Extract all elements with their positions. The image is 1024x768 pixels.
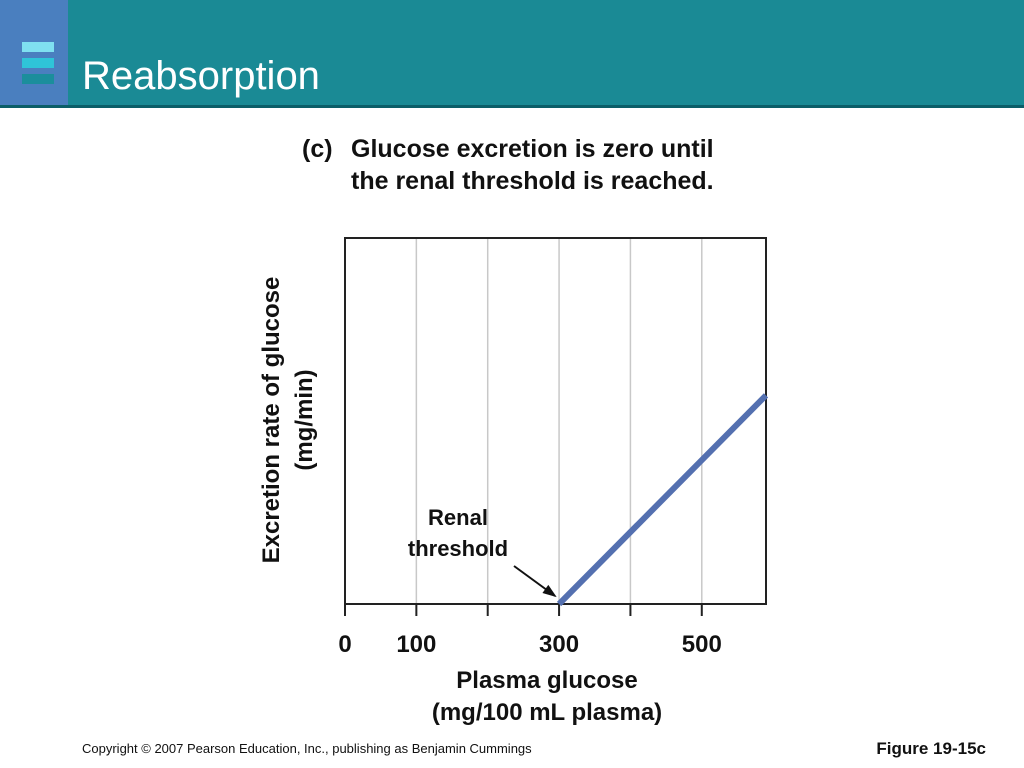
figure-label: Figure 19-15c [876, 739, 986, 758]
x-axis: 0 100 300 500 [338, 603, 766, 658]
x-tick-label: 300 [539, 631, 579, 658]
series-line [556, 393, 769, 607]
x-tick-label: 0 [338, 631, 351, 658]
copyright-notice: Copyright © 2007 Pearson Education, Inc.… [82, 741, 532, 756]
x-tick-label: 500 [682, 631, 722, 658]
annotation-text-line-2: threshold [408, 536, 508, 561]
renal-threshold-annotation: Renal threshold [408, 505, 557, 598]
chart-panel-label: (c) [302, 133, 333, 165]
header-bar [0, 0, 1024, 105]
x-axis-label-line-1: Plasma glucose [456, 667, 637, 694]
chart-title-line-1: Glucose excretion is zero until [351, 135, 714, 163]
annotation-text-line-1: Renal [428, 505, 488, 530]
y-axis-label-line-1: Excretion rate of glucose [258, 277, 285, 564]
chart-gridlines [415, 238, 703, 604]
header-divider [0, 105, 1024, 108]
slide-title: Reabsorption [82, 54, 320, 98]
chart-panel-label-text: (c) [302, 135, 333, 163]
x-tick-label: 100 [396, 631, 436, 658]
menu-icon [22, 42, 54, 92]
chart-title-line-2: the renal threshold is reached. [351, 167, 714, 195]
menu-icon-bar [22, 58, 54, 68]
chart-series [556, 393, 769, 607]
menu-icon-bar [22, 74, 54, 84]
chart-title: Glucose excretion is zero until the rena… [351, 133, 714, 197]
annotation-arrow-head [542, 584, 557, 598]
x-axis-label-line-2: (mg/100 mL plasma) [432, 699, 662, 726]
menu-icon-bar [22, 42, 54, 52]
y-axis-label-line-2: (mg/min) [291, 369, 318, 470]
header-side-block [0, 0, 68, 105]
